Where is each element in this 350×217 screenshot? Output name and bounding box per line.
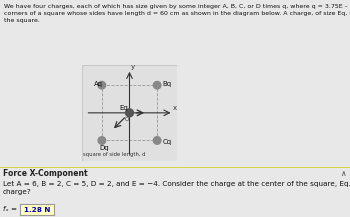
Circle shape xyxy=(153,81,161,89)
Text: x: x xyxy=(173,105,177,111)
Text: Eq: Eq xyxy=(119,105,128,111)
Circle shape xyxy=(98,81,106,89)
FancyBboxPatch shape xyxy=(82,65,177,161)
Text: y: y xyxy=(131,64,135,70)
Circle shape xyxy=(98,137,106,144)
Text: Let A = 6, B = 2, C = 5, D = 2, and E = −4. Consider the charge at the center of: Let A = 6, B = 2, C = 5, D = 2, and E = … xyxy=(3,181,350,195)
Text: ∧: ∧ xyxy=(340,169,346,178)
Text: Aq: Aq xyxy=(94,81,103,87)
Text: Bq: Bq xyxy=(162,81,171,87)
Text: Force X-Component: Force X-Component xyxy=(3,169,88,178)
Text: We have four charges, each of which has size given by some integer A, B, C, or D: We have four charges, each of which has … xyxy=(4,4,350,23)
Text: Cq: Cq xyxy=(162,139,171,145)
Text: square of side length, d: square of side length, d xyxy=(83,152,146,157)
Circle shape xyxy=(126,109,133,117)
Text: fₓ =: fₓ = xyxy=(3,206,17,212)
Text: O: O xyxy=(124,117,128,122)
Text: 1.28 N: 1.28 N xyxy=(24,207,50,213)
Text: Dq: Dq xyxy=(100,145,110,151)
Circle shape xyxy=(153,137,161,144)
